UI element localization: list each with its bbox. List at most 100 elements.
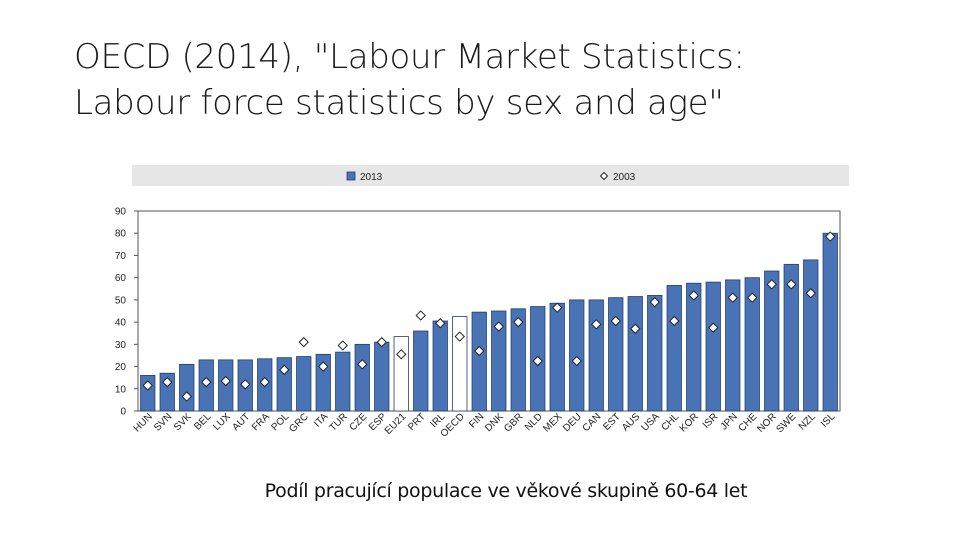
y-tick-label: 0 xyxy=(120,407,126,418)
y-axis: 0 10 20 30 40 50 60 70 80 90 xyxy=(115,207,138,418)
diamond-nzl xyxy=(805,288,816,299)
diamond-deu xyxy=(571,355,582,367)
diamond-irl xyxy=(435,318,446,329)
x-tick-label: CAN xyxy=(581,411,604,434)
bar-irl xyxy=(432,320,448,412)
bar-can xyxy=(588,299,604,412)
y-tick-label: 50 xyxy=(115,295,127,306)
diamond-lux xyxy=(220,375,231,387)
x-tick-label: ISR xyxy=(701,411,721,431)
x-tick-label: AUS xyxy=(620,411,643,434)
bar-mex xyxy=(549,302,565,412)
bar-isl xyxy=(822,232,838,412)
bar-che xyxy=(744,277,760,412)
diamond-fra xyxy=(259,376,270,388)
bar-jpn xyxy=(725,279,741,412)
x-tick-label: FRA xyxy=(250,411,272,433)
bar-dnk xyxy=(491,310,507,412)
diamond-dnk xyxy=(493,321,504,332)
diamond-aut xyxy=(240,379,251,390)
y-tick-label: 20 xyxy=(115,362,127,373)
bar-ita xyxy=(315,353,331,412)
legend-band xyxy=(132,165,849,186)
x-tick-label: NLD xyxy=(523,411,545,433)
bar-nzl xyxy=(803,259,819,412)
bar-kor xyxy=(686,282,702,412)
x-tick-label: CZE xyxy=(347,411,369,433)
legend-2013-label: 2013 xyxy=(360,172,383,183)
diamond-chl xyxy=(669,315,680,327)
bar-oecd xyxy=(452,316,468,412)
diamond-esp xyxy=(376,336,387,348)
y-tick-label: 80 xyxy=(115,229,127,240)
diamond-bel xyxy=(201,376,212,388)
diamond-aus xyxy=(630,323,641,334)
x-tick-label: DNK xyxy=(483,411,506,434)
legend-2003-label: 2003 xyxy=(613,172,636,183)
diamond-fin xyxy=(474,345,485,357)
x-tick-label: GRC xyxy=(287,411,311,435)
diamond-gbr xyxy=(513,316,524,328)
y-tick-label: 70 xyxy=(115,251,127,262)
diamond-nld xyxy=(532,355,543,367)
bar-grc xyxy=(296,356,312,412)
y-tick-label: 90 xyxy=(115,207,127,218)
x-tick-label: SWE xyxy=(774,411,798,435)
bar-tur xyxy=(335,351,351,412)
x-tick-label: CHE xyxy=(737,411,760,434)
diamond-tur xyxy=(337,340,348,351)
x-tick-label: NZL xyxy=(797,411,818,432)
y-tick-label: 30 xyxy=(115,340,127,351)
bar-swe xyxy=(783,263,799,412)
diamond-ita xyxy=(318,361,329,372)
diamond-svn xyxy=(162,376,173,388)
diamond-jpn xyxy=(727,292,738,303)
diamond-nor xyxy=(766,279,777,290)
diamond-series xyxy=(142,231,836,402)
diamond-che xyxy=(747,292,758,303)
x-tick-label: AUT xyxy=(230,411,252,433)
legend-2013-swatch xyxy=(346,171,356,181)
bar-isr xyxy=(705,281,721,412)
diamond-swe xyxy=(786,279,797,290)
x-tick-label: POL xyxy=(269,411,291,433)
bar-esp xyxy=(374,341,390,412)
diamond-eu21 xyxy=(396,349,407,360)
x-tick-label: CHL xyxy=(659,411,681,433)
x-tick-label: EST xyxy=(601,411,623,433)
diamond-can xyxy=(591,319,602,330)
bar-prt xyxy=(413,330,429,412)
diamond-hun xyxy=(142,380,153,391)
diamond-pol xyxy=(279,364,290,376)
x-tick-label: SVK xyxy=(172,411,194,433)
diamond-est xyxy=(610,315,621,327)
x-tick-label: GBR xyxy=(502,411,525,434)
x-tick-label: PRT xyxy=(406,411,428,433)
bar-eu21 xyxy=(393,336,409,412)
x-tick-label: KOR xyxy=(678,411,701,434)
legend: 2013 2003 xyxy=(346,171,636,183)
bar-aus xyxy=(627,296,643,412)
diamond-oecd xyxy=(454,331,465,342)
slide-title: OECD (2014), "Labour Market Statistics: … xyxy=(74,34,934,126)
diamond-cze xyxy=(357,359,368,370)
bar-gbr xyxy=(510,308,526,412)
diamond-isl xyxy=(825,231,836,242)
diamond-grc xyxy=(298,336,309,348)
diamond-kor xyxy=(688,290,699,301)
bar-fin xyxy=(471,311,487,412)
bar-nor xyxy=(764,270,780,412)
legend-2003-marker xyxy=(599,171,609,181)
x-tick-label: EU21 xyxy=(383,411,409,437)
bar-chl xyxy=(666,285,682,412)
chart-caption: Podíl pracující populace ve věkové skupi… xyxy=(264,480,748,502)
x-tick-label: HUN xyxy=(132,411,155,434)
diamond-mex xyxy=(552,302,563,313)
x-tick-label: LUX xyxy=(211,411,233,433)
bar-cze xyxy=(354,343,370,412)
diamond-svk xyxy=(181,391,192,402)
slide-title-line-1: OECD (2014), "Labour Market Statistics: xyxy=(74,37,745,77)
plot-area xyxy=(137,210,841,412)
